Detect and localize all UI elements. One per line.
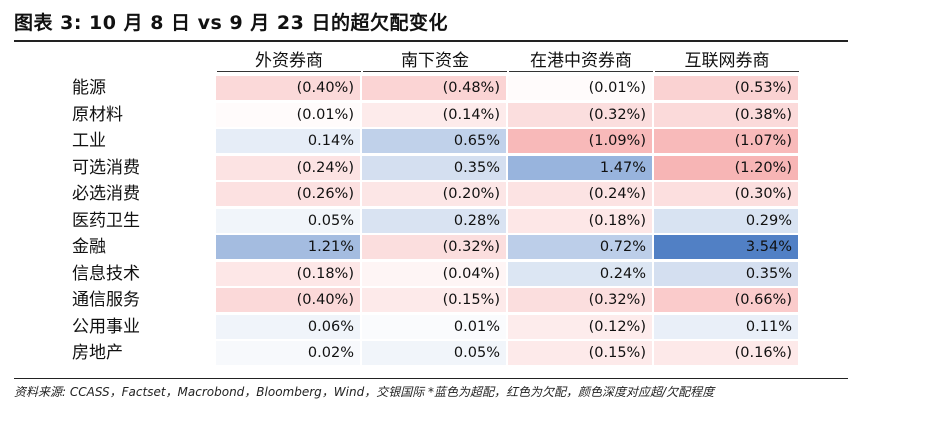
row-label: 可选消费 [72,157,140,178]
table-row: 原材料 (0.01%) (0.14%) (0.32%) (0.38%) [66,102,806,129]
table-cell: (0.01%) [216,102,360,127]
row-label: 房地产 [72,343,123,363]
table-cell: (0.18%) [216,261,360,286]
table-cell: 0.28% [362,208,506,233]
row-label: 能源 [72,78,106,98]
table-cell: (0.24%) [508,182,652,206]
table-cell: 0.02% [216,341,360,365]
table-cell: 3.54% [654,235,798,259]
table-cell: 0.01% [362,314,506,339]
table-cell: (0.53%) [654,76,798,100]
table-cell: 0.05% [216,208,360,233]
table-row: 公用事业 0.06% 0.01% (0.12%) 0.11% [66,314,806,341]
table-cell: 0.29% [654,208,798,233]
table-cell: (1.09%) [508,129,652,153]
table-cell: (0.32%) [508,288,652,312]
source-footnote: 资料来源: CCASS，Factset，Macrobond，Bloomberg，… [14,385,715,399]
page-title: 图表 3: 10 月 8 日 vs 9 月 23 日的超欠配变化 [14,12,448,34]
table-cell: (0.40%) [216,288,360,312]
table-cell: (0.40%) [216,76,360,100]
table-row: 可选消费 (0.24%) 0.35% 1.47% (1.20%) [66,155,806,182]
table-cell: 0.35% [362,155,506,180]
table-cell: 0.05% [362,341,506,365]
title-divider [14,40,848,42]
column-header-underline [363,71,507,72]
table-cell: (0.15%) [362,288,506,312]
table-cell: (0.32%) [362,235,506,259]
row-label: 原材料 [72,104,123,125]
table-cell: (0.14%) [362,102,506,127]
table-cell: (0.16%) [654,341,798,365]
table-cell: (0.12%) [508,314,652,339]
column-header: 南下资金 [401,51,469,71]
table-row: 金融 1.21% (0.32%) 0.72% 3.54% [66,234,806,261]
table-cell: (0.48%) [362,76,506,100]
table-row: 必选消费 (0.26%) (0.20%) (0.24%) (0.30%) [66,181,806,208]
table-cell: (0.01%) [508,76,652,100]
table-cell: (0.26%) [216,182,360,206]
table-row: 能源 (0.40%) (0.48%) (0.01%) (0.53%) [66,75,806,102]
table-row: 医药卫生 0.05% 0.28% (0.18%) 0.29% [66,208,806,235]
row-label: 金融 [72,237,106,257]
table-cell: 0.65% [362,129,506,153]
table-row: 通信服务 (0.40%) (0.15%) (0.32%) (0.66%) [66,287,806,314]
row-label: 公用事业 [72,316,140,337]
column-header: 外资券商 [255,51,323,71]
row-label: 工业 [72,131,106,151]
table-cell: (0.66%) [654,288,798,312]
column-header: 在港中资券商 [530,51,632,71]
row-label: 医药卫生 [72,210,140,231]
table-row: 房地产 0.02% 0.05% (0.15%) (0.16%) [66,340,806,367]
table-cell: (0.15%) [508,341,652,365]
table-cell: 1.47% [508,155,652,180]
table-cell: 0.35% [654,261,798,286]
table-cell: (0.04%) [362,261,506,286]
row-label: 必选消费 [72,184,140,204]
row-label: 信息技术 [72,263,140,284]
table-row: 工业 0.14% 0.65% (1.09%) (1.07%) [66,128,806,155]
table-cell: (1.20%) [654,155,798,180]
table-cell: (0.24%) [216,155,360,180]
table-cell: (0.32%) [508,102,652,127]
column-header-underline [509,71,653,72]
table-cell: (0.30%) [654,182,798,206]
table-cell: 1.21% [216,235,360,259]
column-header-underline [655,71,799,72]
table-cell: (0.38%) [654,102,798,127]
table-cell: 0.14% [216,129,360,153]
table-cell: (1.07%) [654,129,798,153]
column-header: 互联网券商 [684,51,770,71]
footnote-divider [14,378,848,379]
column-header-underline [217,71,361,72]
table-cell: (0.20%) [362,182,506,206]
table-cell: (0.18%) [508,208,652,233]
table-row: 信息技术 (0.18%) (0.04%) 0.24% 0.35% [66,261,806,288]
table-cell: 0.06% [216,314,360,339]
table-cell: 0.11% [654,314,798,339]
table-cell: 0.72% [508,235,652,259]
table-cell: 0.24% [508,261,652,286]
row-label: 通信服务 [72,290,140,310]
